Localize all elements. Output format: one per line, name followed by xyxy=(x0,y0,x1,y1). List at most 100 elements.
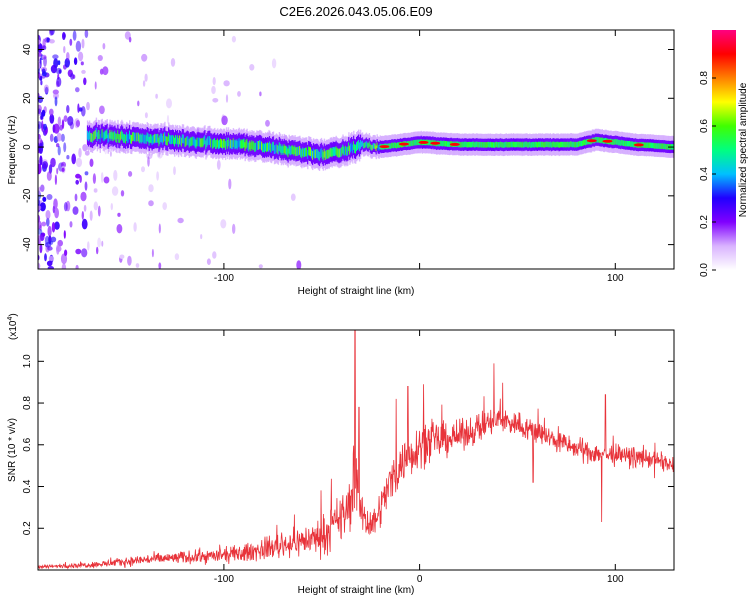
ridge-core xyxy=(139,133,142,143)
noise-cell xyxy=(38,220,42,230)
ridge-core xyxy=(365,140,368,147)
ridge-core xyxy=(355,144,357,154)
ridge-core xyxy=(108,132,110,142)
ridge-core xyxy=(100,129,102,139)
noise-cell xyxy=(40,184,45,192)
ridge-core xyxy=(618,140,620,146)
ridge-core xyxy=(341,147,343,156)
ridge-core xyxy=(415,139,418,146)
noise-cell xyxy=(49,30,54,36)
noise-cell xyxy=(56,132,62,142)
ridge-core xyxy=(480,141,482,148)
ridge-core xyxy=(657,143,659,149)
ridge-core xyxy=(149,134,151,143)
ridge-core xyxy=(397,142,399,148)
noise-cell xyxy=(111,186,119,196)
noise-cell xyxy=(43,56,47,67)
ridge-core xyxy=(660,143,662,149)
ridge-core xyxy=(146,132,148,142)
noise-cell xyxy=(38,137,42,143)
ridge-core xyxy=(307,150,309,159)
ridge-core xyxy=(237,139,239,148)
noise-cell xyxy=(38,262,41,269)
ridge-core xyxy=(101,129,103,138)
ridge-core xyxy=(580,140,582,147)
ridge-core xyxy=(645,142,647,149)
ridge-core xyxy=(210,138,212,148)
ridge-core xyxy=(348,142,350,152)
ridge-core xyxy=(614,139,616,145)
ridge-core xyxy=(177,138,180,147)
noise-cell xyxy=(82,144,88,152)
ridge-core xyxy=(370,145,373,151)
ridge-core xyxy=(114,130,116,140)
ridge-core xyxy=(361,140,364,147)
ridge-core xyxy=(238,138,240,147)
ridge-core xyxy=(499,141,502,148)
ridge-core xyxy=(242,139,244,149)
ridge-core xyxy=(615,138,617,145)
ridge-core xyxy=(207,136,209,146)
ridge-core xyxy=(193,137,195,146)
ridge-core xyxy=(395,142,397,149)
ridge-core xyxy=(167,136,169,146)
noise-cell xyxy=(103,176,110,184)
ridge-core xyxy=(522,141,524,148)
ridge-core xyxy=(570,141,572,147)
noise-cell xyxy=(63,202,68,212)
ridge-core xyxy=(173,135,175,145)
ridge-core xyxy=(283,144,285,153)
ridge-core xyxy=(151,136,153,146)
ridge-core xyxy=(265,142,267,152)
noise-cell xyxy=(46,171,52,181)
ridge-core xyxy=(579,140,581,147)
ridge-core xyxy=(619,139,621,146)
ridge-core xyxy=(250,142,252,152)
ridge-core xyxy=(572,141,574,148)
ridge-core xyxy=(135,132,138,142)
chart-title: C2E6.2026.043.05.06.E09 xyxy=(279,4,432,19)
ridge-core xyxy=(474,142,476,148)
ridge-core xyxy=(439,141,441,147)
noise-cell xyxy=(57,60,61,66)
ridge-core xyxy=(99,133,101,143)
ridge-core xyxy=(205,140,207,150)
ridge-core xyxy=(462,142,465,148)
colorbar-tick-label: 0.4 xyxy=(699,167,710,181)
noise-cell xyxy=(60,253,68,265)
ridge-core xyxy=(481,142,483,148)
spectrogram-y-axis-label: Frequency (Hz) xyxy=(7,116,18,185)
ridge-core xyxy=(482,142,484,148)
noise-cell xyxy=(39,243,43,254)
ridge-core xyxy=(360,141,363,147)
ridge-core xyxy=(322,151,325,161)
ridge-core xyxy=(441,140,443,147)
y-tick-label: 40 xyxy=(22,44,33,56)
noise-cell xyxy=(109,150,112,157)
ridge-core xyxy=(599,137,601,143)
noise-cell xyxy=(67,116,74,126)
noise-cell xyxy=(38,108,42,115)
spectrogram-x-axis-label: Height of straight line (km) xyxy=(298,286,415,297)
ridge-core xyxy=(507,141,510,148)
ridge-core xyxy=(469,141,471,148)
ridge-core xyxy=(500,142,503,148)
ridge-core xyxy=(274,144,277,154)
noise-cell xyxy=(177,217,184,224)
ridge-core xyxy=(351,142,353,152)
ridge-core xyxy=(524,141,526,148)
ridge-core xyxy=(549,141,552,147)
ridge-core xyxy=(465,141,467,148)
ridge-core xyxy=(408,141,411,147)
ridge-core xyxy=(219,139,221,149)
ridge-core xyxy=(391,142,393,149)
ridge-core xyxy=(560,141,562,148)
noise-cell xyxy=(75,87,80,93)
ridge-core xyxy=(300,148,302,157)
ridge-core xyxy=(118,133,120,143)
ridge-core xyxy=(623,140,625,146)
ridge-core xyxy=(485,142,487,148)
ridge-core xyxy=(176,136,178,146)
noise-cell xyxy=(81,69,86,74)
ridge-core xyxy=(585,139,588,145)
